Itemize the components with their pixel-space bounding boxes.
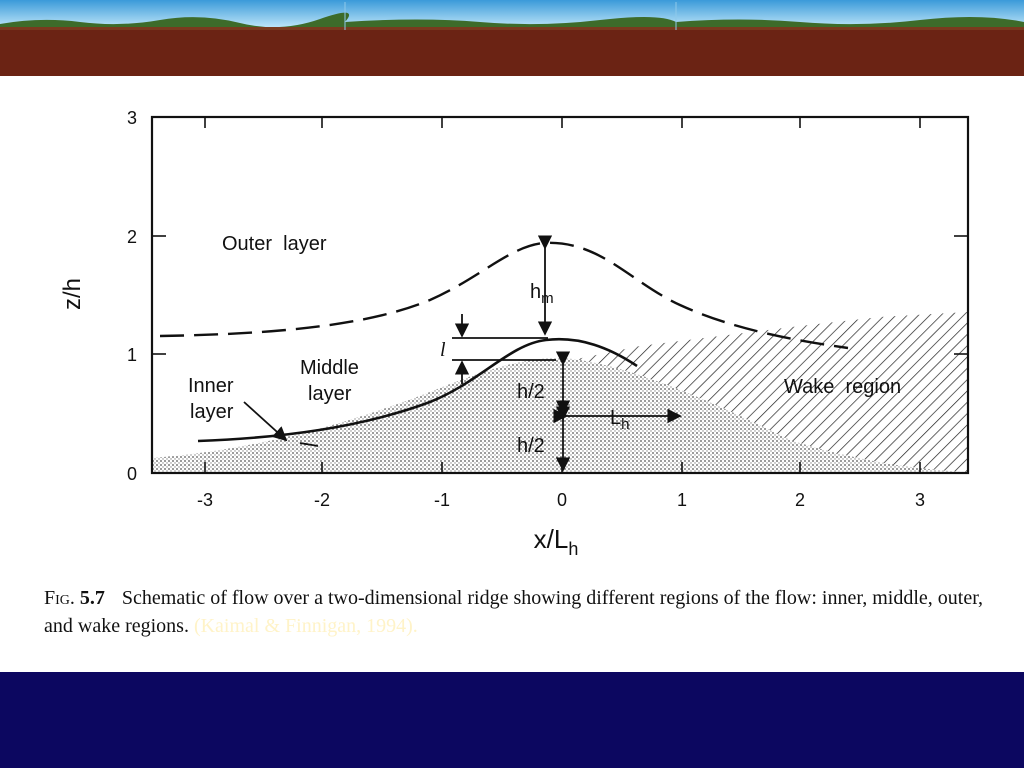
y-tick-label: 3 <box>127 108 137 128</box>
x-tick-label: -3 <box>197 490 213 510</box>
flow-diagram: -3 -2 -1 0 1 2 3 0 1 2 3 x/Lh z/h Outer … <box>59 108 970 559</box>
y-axis-label: z/h <box>59 278 86 310</box>
caption-number: 5.7 <box>79 587 105 609</box>
y-tick-label: 0 <box>127 464 137 484</box>
x-axis-label: x/Lh <box>534 524 579 559</box>
caption-text: Schematic of flow over a two-dimensional… <box>44 587 984 637</box>
wake-region-label: Wake region <box>784 376 901 398</box>
outer-layer-boundary <box>159 241 849 350</box>
L-h-label: Lh <box>610 407 629 433</box>
l-label: l <box>440 339 446 361</box>
middle-layer-label-2: layer <box>308 383 352 405</box>
h-half-lower-label: h/2 <box>517 435 545 457</box>
middle-layer-label-1: Middle <box>300 357 359 379</box>
banner-sky <box>0 0 1024 30</box>
x-tick-label: 1 <box>677 490 687 510</box>
x-tick-label: 2 <box>795 490 805 510</box>
y-tick-label: 1 <box>127 345 137 365</box>
x-tick-label: -1 <box>434 490 450 510</box>
inner-layer-boundary <box>197 337 638 443</box>
slide-footer <box>0 672 1024 768</box>
tick-marks <box>152 117 968 473</box>
banner-earth <box>0 30 1024 76</box>
caption-lead: Fig. <box>44 587 75 609</box>
y-tick-label: 2 <box>127 227 137 247</box>
inner-layer-label-1: Inner <box>188 375 234 397</box>
h-m-label: hm <box>530 281 554 307</box>
x-tick-label: -2 <box>314 490 330 510</box>
caption-citation: (Kaimal & Finnigan, 1994). <box>193 615 418 637</box>
figure-caption: Fig. 5.7 Schematic of flow over a two-di… <box>44 584 1004 640</box>
outer-layer-label: Outer layer <box>222 233 327 255</box>
x-tick-label: 0 <box>557 490 567 510</box>
h-half-upper-label: h/2 <box>517 381 545 403</box>
plot-frame <box>150 115 970 475</box>
x-tick-label: 3 <box>915 490 925 510</box>
inner-layer-label-2: layer <box>190 401 234 423</box>
dimension-arrows <box>243 235 682 472</box>
